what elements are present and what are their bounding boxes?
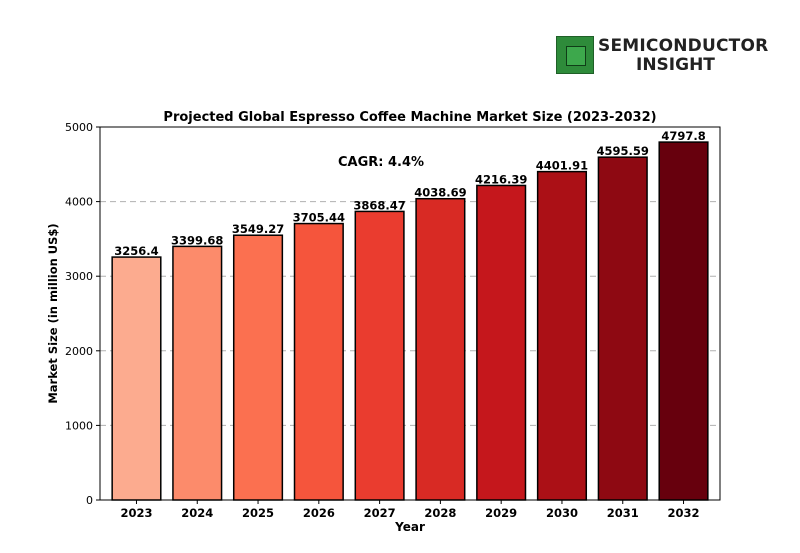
- data-label: 4797.8: [661, 129, 705, 143]
- bar: [597, 156, 648, 501]
- x-tick-label: 2030: [546, 506, 578, 520]
- x-tick-label: 2026: [303, 506, 335, 520]
- y-axis-label: Market Size (in million US$): [46, 223, 60, 403]
- x-tick-label: 2023: [120, 506, 152, 520]
- data-label: 4216.39: [475, 172, 527, 186]
- bar: [232, 234, 284, 501]
- x-tick-label: 2031: [607, 506, 639, 520]
- data-label: 4401.91: [536, 159, 588, 173]
- bar: [293, 222, 344, 501]
- y-tick-label: 2000: [65, 345, 93, 358]
- logo-line1: SEMICONDUCTOR: [598, 36, 769, 56]
- cagr-annotation: CAGR: 4.4%: [338, 155, 424, 170]
- x-tick-label: 2032: [668, 506, 700, 520]
- chip-icon: [556, 36, 594, 74]
- data-label: 3256.4: [114, 244, 158, 258]
- x-tick-label: 2028: [424, 506, 456, 520]
- y-tick-label: 5000: [65, 121, 93, 134]
- data-label: 3705.44: [293, 211, 345, 225]
- logo-line2: INSIGHT: [636, 55, 715, 75]
- x-tick-label: 2027: [364, 506, 396, 520]
- bar: [354, 210, 405, 501]
- x-tick-label: 2029: [485, 506, 517, 520]
- x-tick-label: 2024: [181, 506, 213, 520]
- bar: [172, 245, 223, 501]
- x-tick-label: 2025: [242, 506, 274, 520]
- bar: [111, 256, 162, 501]
- data-label: 3549.27: [232, 222, 284, 236]
- bar: [415, 197, 466, 501]
- bar: [536, 170, 588, 501]
- bar: [476, 184, 527, 501]
- y-tick-label: 1000: [65, 419, 93, 432]
- chart-title: Projected Global Espresso Coffee Machine…: [163, 110, 656, 125]
- y-tick-label: 4000: [65, 196, 93, 209]
- data-label: 4038.69: [414, 186, 466, 200]
- y-tick-label: 0: [86, 494, 93, 507]
- data-label: 3399.68: [171, 233, 223, 247]
- bar: [658, 141, 709, 501]
- data-label: 3868.47: [353, 198, 405, 212]
- y-tick-label: 3000: [65, 270, 93, 283]
- data-label: 4595.59: [597, 144, 649, 158]
- x-axis-label: Year: [394, 520, 425, 534]
- brand-logo: SEMICONDUCTOR INSIGHT: [556, 36, 776, 76]
- plot-frame: [99, 126, 721, 501]
